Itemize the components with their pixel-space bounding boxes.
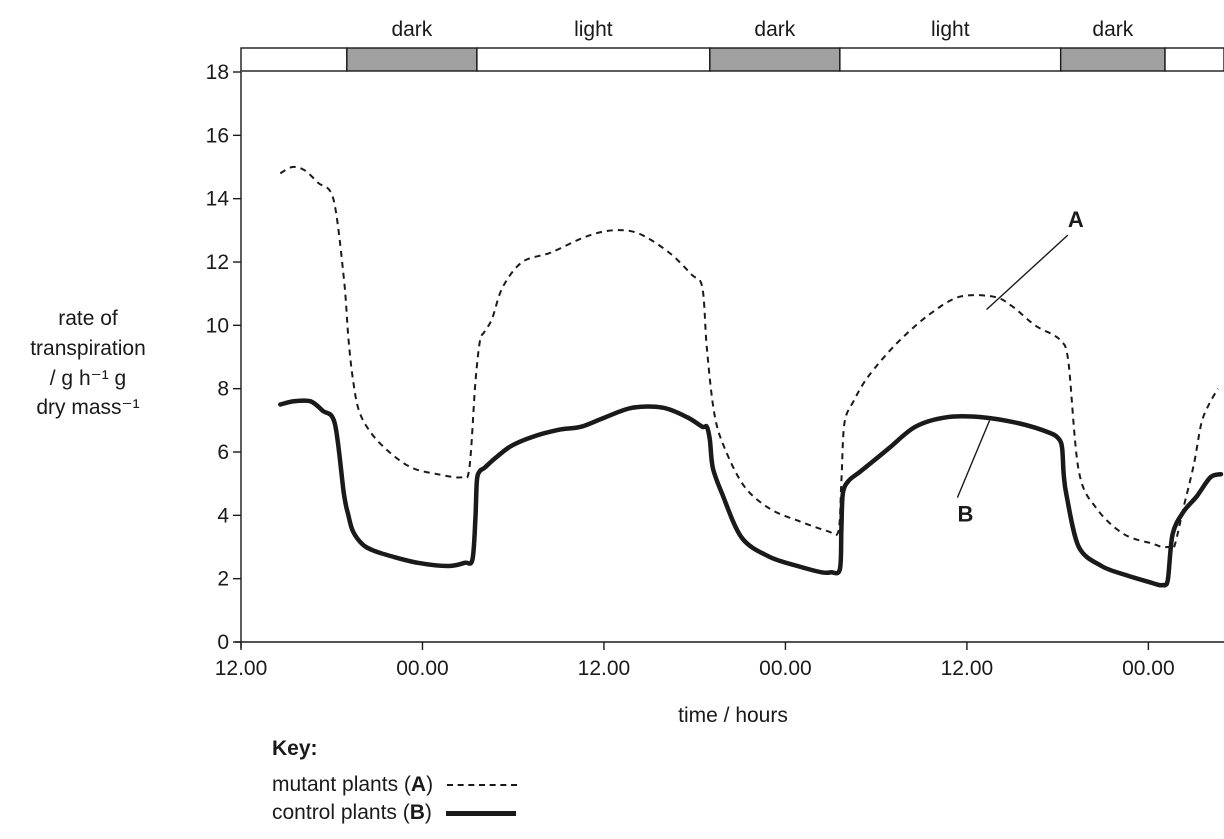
light-period-segment bbox=[476, 47, 711, 72]
y-tick-label: 8 bbox=[217, 378, 229, 401]
legend: Key: mutant plants (A) control plants (B… bbox=[272, 737, 518, 827]
y-tick-label: 18 bbox=[206, 61, 229, 84]
legend-label: control plants ( bbox=[272, 801, 410, 824]
legend-swatch-solid bbox=[445, 810, 516, 816]
y-tick-label: 6 bbox=[217, 441, 229, 464]
legend-swatch-dashed bbox=[447, 784, 518, 786]
period-label: dark bbox=[391, 18, 432, 41]
x-tick-label: 00.00 bbox=[759, 657, 812, 680]
light-period-segment bbox=[240, 47, 348, 72]
annotations: AB bbox=[956, 207, 1084, 527]
dark-period-segment bbox=[1059, 47, 1166, 72]
annotation-leader-line bbox=[956, 420, 991, 498]
legend-item-control: control plants (B) bbox=[272, 799, 517, 827]
y-axis-label-line: rate of bbox=[58, 307, 118, 330]
light-dark-bar: dark light dark light dark bbox=[240, 18, 1224, 72]
legend-label-bold: B bbox=[409, 801, 425, 824]
y-axis-label-line: / g h⁻¹ g bbox=[49, 366, 127, 390]
y-tick-label: 16 bbox=[206, 124, 229, 147]
annotation-label: B bbox=[957, 502, 973, 527]
legend-label-end: ) bbox=[424, 801, 432, 824]
period-label: dark bbox=[754, 18, 795, 41]
axes: 0 2 4 6 8 10 12 14 16 18 12.00 00.00 12.00 00.00 12.00… bbox=[206, 61, 1224, 727]
series-line-control-b bbox=[278, 398, 1224, 588]
legend-label-bold: A bbox=[410, 773, 427, 796]
y-tick-label: 14 bbox=[206, 188, 230, 211]
y-tick-label: 2 bbox=[217, 568, 229, 591]
x-tick-label: 12.00 bbox=[215, 657, 268, 680]
dark-period-segment bbox=[709, 47, 841, 72]
annotation-leader-line bbox=[986, 234, 1069, 311]
legend-label-end: ) bbox=[426, 773, 434, 796]
y-axis-label-line: dry mass⁻¹ bbox=[36, 396, 140, 420]
dark-period-segment bbox=[346, 47, 478, 72]
x-tick-label: 12.00 bbox=[578, 657, 631, 680]
light-period-segment bbox=[1164, 47, 1224, 72]
annotation-label: A bbox=[1068, 207, 1084, 232]
legend-label: mutant plants ( bbox=[272, 773, 411, 796]
legend-title: Key: bbox=[272, 737, 318, 760]
y-tick-label: 0 bbox=[217, 631, 229, 654]
period-label: light bbox=[574, 18, 613, 41]
x-tick-label: 12.00 bbox=[941, 657, 994, 680]
x-tick-label: 00.00 bbox=[396, 657, 449, 680]
series-line-mutant-a bbox=[279, 165, 1219, 551]
y-tick-label: 12 bbox=[206, 251, 229, 274]
y-axis-label: rate of transpiration / g h⁻¹ g dry mass… bbox=[0, 304, 176, 423]
x-tick-label: 00.00 bbox=[1122, 657, 1175, 680]
period-label: dark bbox=[1092, 18, 1133, 41]
legend-item-mutant: mutant plants (A) bbox=[272, 771, 518, 799]
y-tick-label: 10 bbox=[206, 314, 229, 337]
period-label: light bbox=[931, 18, 970, 41]
light-period-segment bbox=[839, 47, 1062, 72]
x-axis-label: time / hours bbox=[678, 704, 788, 727]
plot-series bbox=[278, 165, 1224, 588]
y-axis-label-line: transpiration bbox=[30, 336, 146, 360]
y-tick-label: 4 bbox=[217, 504, 229, 527]
